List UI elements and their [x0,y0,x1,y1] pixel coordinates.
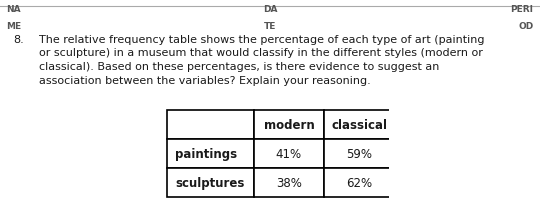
Text: ME: ME [6,21,22,30]
Text: 38%: 38% [276,176,302,189]
Bar [324,169,394,197]
Text: modern: modern [264,119,314,132]
Text: NA: NA [6,5,21,14]
Text: PERI: PERI [510,5,534,14]
Bar [167,140,254,169]
Text: 41%: 41% [276,147,302,161]
Text: TE: TE [264,21,276,30]
Text: 59%: 59% [346,147,372,161]
Bar [324,140,394,169]
Bar [167,111,254,140]
Text: 62%: 62% [346,176,372,189]
Text: 8.: 8. [14,35,24,45]
Bar [324,111,394,140]
Text: sculptures: sculptures [176,176,245,189]
Text: OD: OD [518,21,534,30]
Text: The relative frequency table shows the percentage of each type of art (painting
: The relative frequency table shows the p… [39,35,484,85]
Text: classical: classical [331,119,387,132]
Text: DA: DA [263,5,277,14]
Bar [254,140,324,169]
Bar [254,169,324,197]
Bar [167,169,254,197]
Bar [254,111,324,140]
Text: paintings: paintings [176,147,238,161]
